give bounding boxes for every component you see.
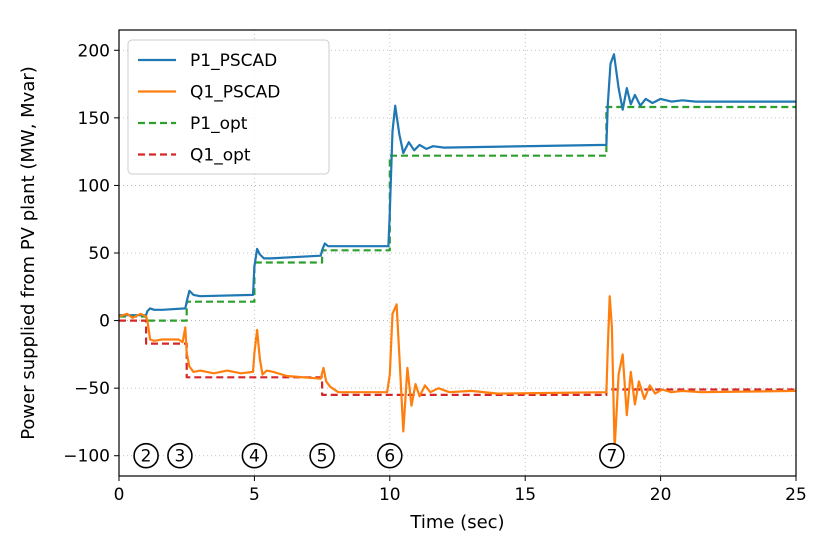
legend-label: P1_PSCAD	[190, 51, 277, 71]
legend-label: P1_opt	[190, 114, 248, 134]
step-marker-circle	[167, 442, 193, 469]
y-tick-label: 200	[78, 41, 110, 61]
y-tick-label: 50	[88, 244, 110, 264]
step-marker-label: 3	[175, 447, 186, 467]
step-marker-label: 5	[317, 447, 328, 467]
y-tick-label: 0	[99, 312, 110, 332]
legend: P1_PSCAD Q1_PSCAD P1_opt Q1_opt	[127, 39, 330, 175]
y-tick-label: 100	[78, 176, 110, 196]
x-tick-label: 10	[379, 485, 401, 505]
x-tick-label: 15	[514, 485, 536, 505]
x-axis-label: Time (sec)	[409, 512, 504, 533]
x-axis-ticks: 0 5 10 15 20 25	[114, 476, 807, 505]
y-axis-label: Power supplied from PV plant (MW, Mvar)	[18, 66, 39, 440]
series-line-p1_opt	[119, 105, 796, 322]
step-marker-circle	[241, 442, 268, 469]
step-marker-label: 4	[249, 447, 260, 467]
x-tick-label: 25	[785, 485, 807, 505]
y-axis-ticks: −100 −50 0 50 100 150 200	[63, 41, 119, 467]
step-marker-label: 6	[384, 447, 395, 467]
x-tick-label: 5	[249, 485, 260, 505]
series-line-q1_opt	[119, 319, 796, 396]
step-marker-label: 7	[606, 447, 617, 467]
step-marker-circle	[599, 442, 625, 469]
step-marker-circle	[133, 442, 159, 469]
y-tick-label: −50	[74, 379, 110, 399]
x-tick-label: 0	[114, 485, 125, 505]
series-line-q1_pscad	[118, 295, 797, 451]
legend-box	[127, 39, 330, 175]
y-tick-label: 150	[78, 109, 110, 129]
series-line-p1_pscad	[119, 53, 796, 317]
step-marker-circle	[309, 442, 335, 469]
step-markers: 2 3 4 5 6 7	[133, 442, 625, 469]
x-tick-label: 20	[650, 485, 672, 505]
legend-label: Q1_opt	[190, 146, 251, 166]
legend-label: Q1_PSCAD	[190, 83, 280, 103]
series-lines	[118, 53, 797, 451]
step-marker-circle	[376, 442, 403, 469]
step-marker-label: 2	[141, 447, 152, 467]
y-tick-label: −100	[63, 447, 110, 467]
